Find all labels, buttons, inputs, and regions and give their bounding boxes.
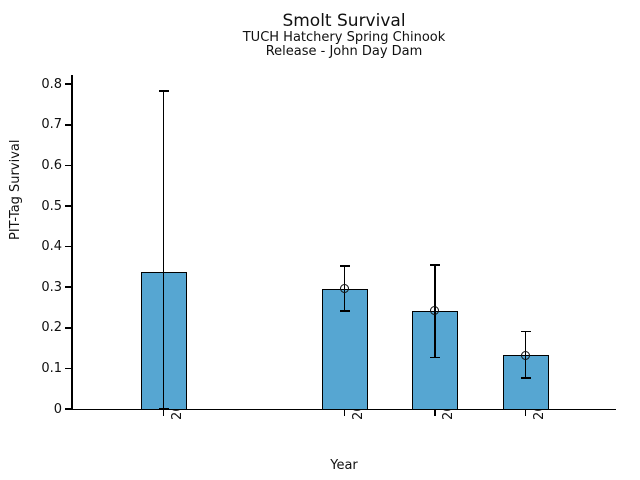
y-tick-mark <box>65 164 71 167</box>
y-tick-label: 0.4 <box>41 239 62 255</box>
error-bar-cap-top <box>158 90 169 92</box>
y-tick-label: 0.5 <box>41 198 62 214</box>
y-tick-label: 0.3 <box>41 279 62 295</box>
bar-2024 <box>412 311 458 410</box>
point-estimate-marker <box>520 350 530 360</box>
point-estimate-marker <box>430 306 440 316</box>
y-tick-label: 0.2 <box>41 320 62 336</box>
y-tick-label: 0.6 <box>41 157 62 173</box>
chart-subtitle-line2: Release - John Day Dam <box>265 44 423 59</box>
y-tick-label: 0.1 <box>41 360 62 376</box>
y-tick-label: 0.7 <box>41 117 62 133</box>
error-bar-cap-top <box>339 265 350 267</box>
y-tick-mark <box>65 327 71 329</box>
y-tick-mark <box>65 205 71 207</box>
error-bar-cap-bottom <box>158 408 169 410</box>
point-estimate-marker <box>339 284 349 294</box>
y-tick-mark <box>65 124 71 126</box>
chart-subtitle-line1: TUCH Hatchery Spring Chinook <box>242 30 446 45</box>
y-axis-spine <box>71 75 73 410</box>
x-tick-mark <box>524 410 527 416</box>
error-bar-cap-top <box>520 330 531 333</box>
x-tick-mark <box>343 410 346 416</box>
y-tick-mark <box>65 245 71 248</box>
y-tick-mark <box>65 286 71 288</box>
x-tick-mark <box>434 410 436 416</box>
y-tick-mark <box>65 367 71 370</box>
error-bar-line <box>162 91 165 409</box>
error-bar-cap-bottom <box>520 377 531 379</box>
y-tick-mark <box>65 83 71 85</box>
chart-title: Smolt Survival <box>282 11 406 31</box>
error-bar-cap-bottom <box>430 356 440 359</box>
x-tick-mark <box>162 410 165 416</box>
y-tick-mark <box>65 408 71 410</box>
y-tick-label: 0.8 <box>41 76 62 92</box>
error-bar-cap-bottom <box>339 310 350 312</box>
y-tick-label: 0 <box>53 401 62 417</box>
error-bar-cap-top <box>430 264 440 266</box>
x-axis-label: Year <box>330 458 358 473</box>
